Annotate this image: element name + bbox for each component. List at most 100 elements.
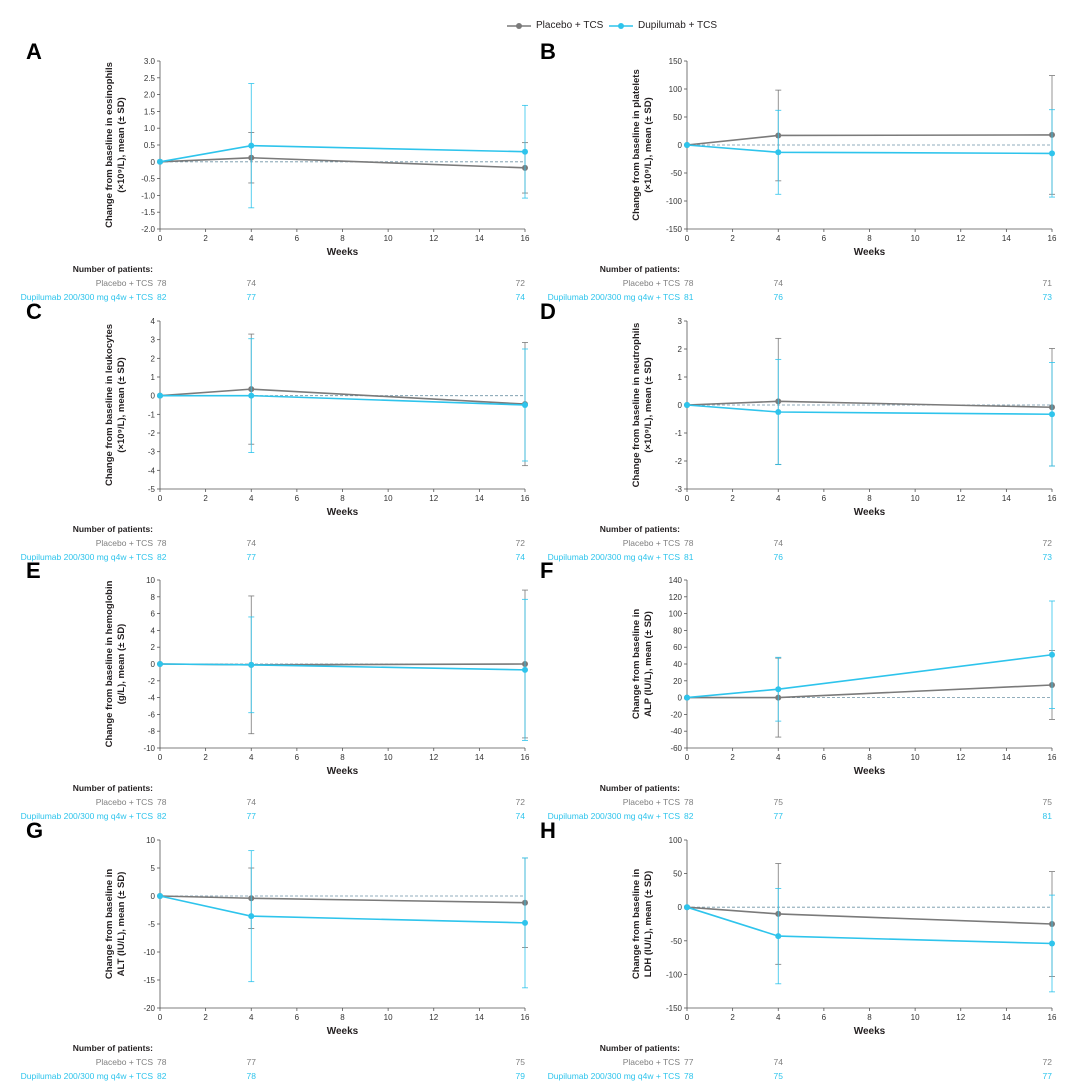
data-point-placebo [248,661,255,668]
data-point-placebo [775,132,782,139]
y-tick-label: -15 [143,976,155,985]
y-axis-title-line: Change from baseline in [631,609,642,720]
y-tick-label: 60 [673,643,682,652]
x-tick-label: 8 [340,1013,345,1022]
panel-letter-h: H [540,818,556,843]
y-tick-label: 1 [151,373,156,382]
x-tick-label: 0 [685,753,690,762]
y-tick-label: 1.5 [144,107,156,116]
data-point-dupilumab [1049,150,1055,157]
x-tick-label: 12 [956,1013,965,1022]
patients-row-label-dupilumab: Dupilumab 200/300 mg q4w + TCS [548,811,681,821]
y-tick-label: -5 [148,920,156,929]
x-tick-label: 16 [521,1013,530,1022]
panel-letter-d: D [540,299,556,324]
x-tick-label: 0 [158,753,163,762]
patients-title: Number of patients: [73,783,153,793]
patients-count-dupilumab: 82 [157,1071,167,1081]
y-axis-title: Change from baseline in hemoglobin(g/L),… [104,580,127,747]
y-tick-label: 1 [678,373,683,382]
y-axis-title: Change from baseline in neutrophils(×10⁹… [631,323,654,488]
y-tick-label: -1.5 [141,208,155,217]
y-axis-title-line: Change from baseline in hemoglobin [104,580,115,747]
x-tick-label: 12 [956,753,965,762]
patients-count-dupilumab: 73 [1043,292,1053,302]
patients-count-placebo: 78 [157,278,167,288]
patients-count-dupilumab: 82 [157,552,167,562]
y-tick-label: 0 [678,401,683,410]
patients-title: Number of patients: [600,264,680,274]
series-line-placebo [686,134,1053,146]
x-tick-label: 2 [730,1013,735,1022]
x-tick-label: 2 [203,753,208,762]
x-tick-label: 8 [867,234,872,243]
data-point-dupilumab [1049,940,1055,947]
data-point-dupilumab [248,142,255,149]
patients-count-placebo: 74 [774,538,784,548]
x-tick-label: 14 [475,753,484,762]
patients-row-label-dupilumab: Dupilumab 200/300 mg q4w + TCS [21,1071,154,1081]
patients-row-label-dupilumab: Dupilumab 200/300 mg q4w + TCS [21,552,154,562]
x-tick-label: 14 [475,494,484,503]
patients-count-placebo: 75 [1043,797,1053,807]
x-tick-label: 10 [384,1013,393,1022]
y-tick-label: -100 [666,970,683,979]
x-tick-label: 16 [521,234,530,243]
y-tick-label: -100 [666,197,683,206]
x-tick-label: 16 [1048,494,1057,503]
patients-row-label-placebo: Placebo + TCS [96,797,154,807]
patients-count-placebo: 72 [516,278,526,288]
y-axis-title-line: LDH (IU/L), mean (± SD) [643,871,654,978]
patients-title: Number of patients: [600,783,680,793]
data-point-placebo [775,694,782,701]
y-tick-label: 2 [151,354,156,363]
y-tick-label: -5 [148,485,156,494]
x-tick-label: 0 [158,494,163,503]
patients-count-dupilumab: 82 [157,811,167,821]
x-tick-label: 2 [203,234,208,243]
patients-count-placebo: 75 [774,797,784,807]
series-line-dupilumab [686,906,1053,945]
y-tick-label: -2 [675,457,683,466]
x-tick-label: 10 [384,494,393,503]
x-axis-title: Weeks [327,507,359,518]
patients-row-label-placebo: Placebo + TCS [623,797,681,807]
data-point-placebo [684,142,690,148]
patients-count-placebo: 74 [247,797,257,807]
y-tick-label: -4 [148,466,156,475]
data-point-placebo [684,694,690,701]
patients-count-placebo: 74 [774,1057,784,1067]
data-point-placebo [775,398,782,405]
data-point-dupilumab [248,913,255,920]
x-tick-label: 6 [295,234,300,243]
y-tick-label: 120 [669,593,683,602]
y-axis-title: Change from baseline inALP (IU/L), mean … [631,609,654,720]
y-tick-label: -0.5 [141,175,155,184]
y-tick-label: 50 [673,113,682,122]
data-point-dupilumab [522,402,528,408]
y-tick-label: 100 [669,85,683,94]
data-point-placebo [157,158,163,165]
x-tick-label: 10 [384,753,393,762]
y-tick-label: -1 [148,410,156,419]
data-point-placebo [248,386,255,393]
y-axis-title-line: ALT (IU/L), mean (± SD) [116,872,127,977]
patients-count-dupilumab: 77 [774,811,784,821]
patients-row-label-placebo: Placebo + TCS [96,1057,154,1067]
data-point-dupilumab [775,686,782,693]
data-point-dupilumab [684,694,690,701]
y-tick-label: 0 [151,392,156,401]
y-tick-label: 3.0 [144,57,156,66]
series-line-placebo [159,663,526,666]
x-tick-label: 6 [295,1013,300,1022]
patients-count-placebo: 78 [684,538,694,548]
data-point-dupilumab [522,919,528,926]
x-axis-title: Weeks [854,247,886,258]
patients-count-placebo: 72 [516,797,526,807]
legend-marker-placebo [516,23,522,29]
patients-row-label-placebo: Placebo + TCS [623,278,681,288]
patients-row-label-dupilumab: Dupilumab 200/300 mg q4w + TCS [548,1071,681,1081]
patients-title: Number of patients: [600,1043,680,1053]
